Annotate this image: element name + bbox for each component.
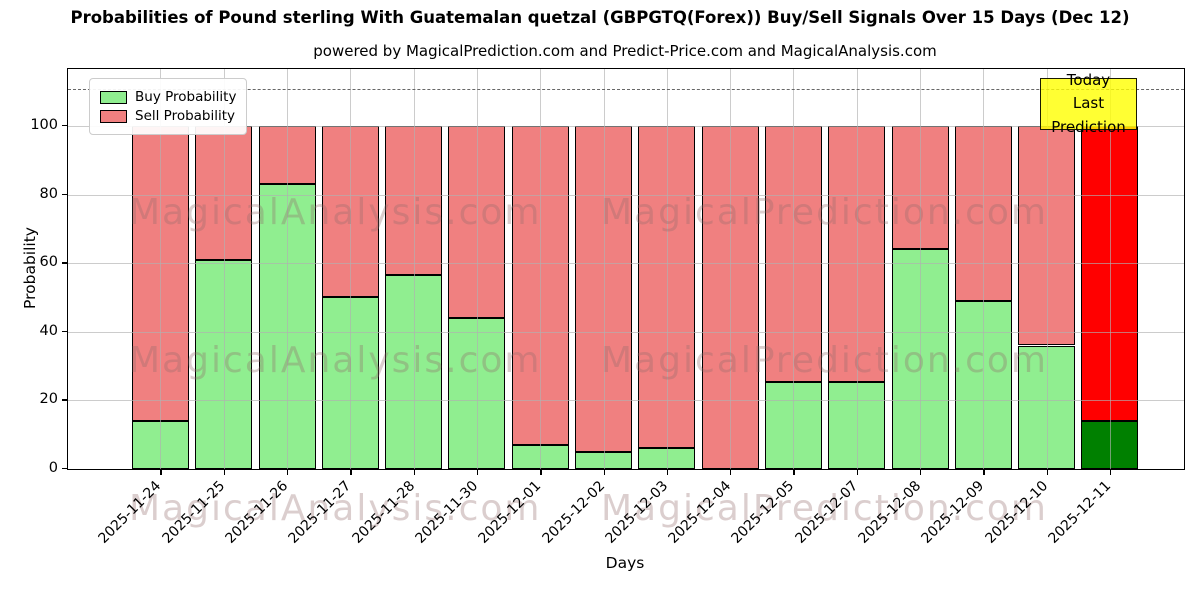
x-tick-2025-12-01 (540, 470, 542, 475)
x-tick-2025-12-08 (920, 470, 922, 475)
v-gridline-2025-12-07 (856, 69, 858, 469)
v-gridline-2025-11-30 (476, 69, 478, 469)
today-annotation-line1: Today (1066, 71, 1111, 90)
v-gridline-2025-11-24 (160, 69, 162, 469)
x-tick-2025-12-09 (983, 470, 985, 475)
h-gridline-60 (68, 263, 1184, 265)
y-tick-mark-40 (62, 330, 67, 333)
v-gridline-2025-11-26 (287, 69, 288, 469)
plot-area: MagicalAnalysis.com MagicalPrediction.com… (67, 68, 1185, 529)
x-tick-2025-11-30 (476, 470, 479, 475)
h-gridline-40 (68, 331, 1184, 333)
x-tick-2025-11-27 (350, 470, 352, 475)
x-tick-2025-11-24 (160, 470, 162, 475)
v-gridline-2025-11-28 (413, 69, 415, 469)
legend-label-buy: Buy Probability (135, 89, 237, 105)
today-annotation-line2: Last Prediction (1051, 94, 1126, 136)
v-gridline-2025-12-04 (730, 69, 732, 469)
legend: Buy Probability Sell Probability (89, 78, 248, 135)
x-tick-2025-12-04 (730, 470, 732, 475)
v-gridline-2025-12-11 (1109, 69, 1111, 469)
x-axis-title: Days (605, 554, 645, 572)
y-tick-label-80: 80 (39, 185, 58, 202)
legend-item-sell: Sell Probability (100, 108, 236, 124)
legend-label-sell: Sell Probability (135, 108, 236, 124)
v-gridline-2025-12-09 (983, 69, 985, 469)
y-tick-mark-20 (62, 399, 67, 401)
v-gridline-2025-12-01 (540, 69, 542, 469)
x-tick-2025-12-03 (666, 470, 669, 475)
today-annotation: Today Last Prediction (1040, 71, 1137, 136)
threshold-dashed-line (68, 89, 1184, 90)
buy-swatch-icon (100, 90, 127, 104)
x-tick-2025-12-05 (793, 470, 795, 475)
y-tick-mark-80 (62, 193, 67, 195)
h-gridline-20 (68, 400, 1184, 402)
v-gridline-2025-12-10 (1046, 69, 1048, 469)
y-tick-mark-60 (62, 262, 67, 264)
x-tick-2025-11-26 (287, 470, 289, 475)
y-tick-label-20: 20 (39, 391, 58, 408)
chart-subtitle: powered by MagicalPrediction.com and Pre… (313, 42, 937, 60)
x-tick-2025-12-07 (856, 470, 859, 475)
y-tick-label-0: 0 (48, 460, 58, 476)
x-tick-2025-12-10 (1046, 470, 1048, 475)
v-gridline-2025-11-27 (350, 69, 352, 469)
y-tick-label-100: 100 (30, 116, 58, 133)
v-gridline-2025-12-05 (793, 69, 795, 469)
y-tick-label-60: 60 (39, 254, 58, 271)
sell-swatch-icon (100, 109, 127, 123)
x-tick-2025-12-02 (603, 470, 605, 475)
y-tick-mark-0 (62, 468, 67, 470)
y-axis-title: Probability (21, 227, 39, 309)
h-gridline-100 (68, 125, 1184, 127)
y-tick-mark-100 (62, 124, 67, 127)
y-tick-label-40: 40 (39, 322, 58, 339)
x-tick-label-2025-11-24: 2025-11-24 (95, 478, 165, 547)
legend-item-buy: Buy Probability (100, 89, 236, 105)
x-tick-2025-11-28 (413, 470, 415, 475)
v-gridline-2025-12-08 (920, 69, 921, 469)
x-tick-2025-11-25 (223, 470, 226, 475)
v-gridline-2025-12-03 (666, 69, 668, 469)
h-gridline-80 (68, 194, 1184, 196)
v-gridline-2025-11-25 (223, 69, 225, 469)
chart-title: Probabilities of Pound sterling With Gua… (70, 8, 1130, 27)
v-gridline-2025-12-02 (603, 69, 605, 469)
x-tick-2025-12-11 (1109, 470, 1112, 475)
